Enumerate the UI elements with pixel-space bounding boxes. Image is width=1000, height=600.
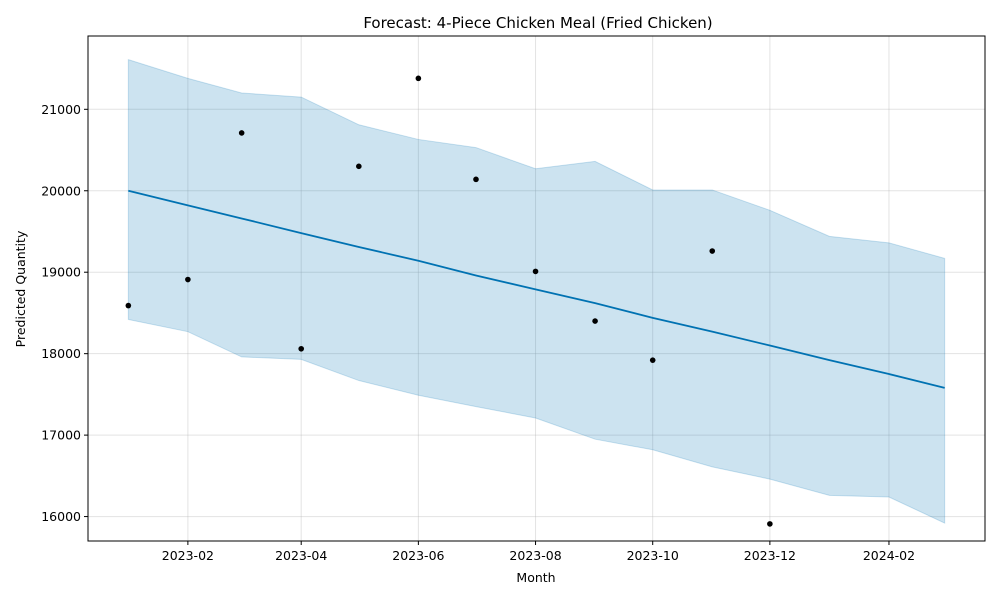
x-axis: 2023-02 2023-04 2023-06 2023-08 2023-10 2023-… xyxy=(162,541,915,563)
y-tick-label: 21000 xyxy=(41,102,81,117)
actual-point xyxy=(415,75,422,82)
actual-points xyxy=(125,75,773,527)
actual-point xyxy=(185,276,191,283)
y-tick-label: 20000 xyxy=(41,183,81,198)
x-tick-label: 2023-10 xyxy=(627,548,679,563)
x-tick-label: 2023-04 xyxy=(275,548,327,563)
actual-point xyxy=(356,163,362,170)
y-tick-label: 16000 xyxy=(41,509,81,524)
x-tick-label: 2023-02 xyxy=(162,548,214,563)
actual-point xyxy=(473,176,479,183)
actual-point xyxy=(592,318,598,324)
actual-point xyxy=(238,130,245,136)
actual-point xyxy=(709,248,716,254)
x-tick-label: 2024-02 xyxy=(863,548,915,563)
chart-title: Forecast: 4-Piece Chicken Meal (Fried Ch… xyxy=(363,14,712,32)
x-tick-label: 2023-08 xyxy=(509,548,561,563)
actual-point xyxy=(125,302,132,309)
y-axis-label: Predicted Quantity xyxy=(13,230,28,347)
actual-point xyxy=(532,268,539,275)
x-tick-label: 2023-06 xyxy=(392,548,444,563)
y-axis: 16000 17000 18000 19000 20000 21000 xyxy=(41,102,88,524)
y-tick-label: 18000 xyxy=(41,346,81,361)
x-axis-label: Month xyxy=(516,570,555,585)
actual-point xyxy=(767,521,773,527)
forecast-line xyxy=(128,189,945,389)
y-tick-label: 17000 xyxy=(41,428,81,443)
x-tick-label: 2023-12 xyxy=(744,548,796,563)
plot-frame xyxy=(87,35,986,542)
y-tick-label: 19000 xyxy=(41,265,81,280)
uncertainty-band xyxy=(127,58,946,524)
actual-point xyxy=(649,357,656,363)
actual-point xyxy=(298,345,305,352)
